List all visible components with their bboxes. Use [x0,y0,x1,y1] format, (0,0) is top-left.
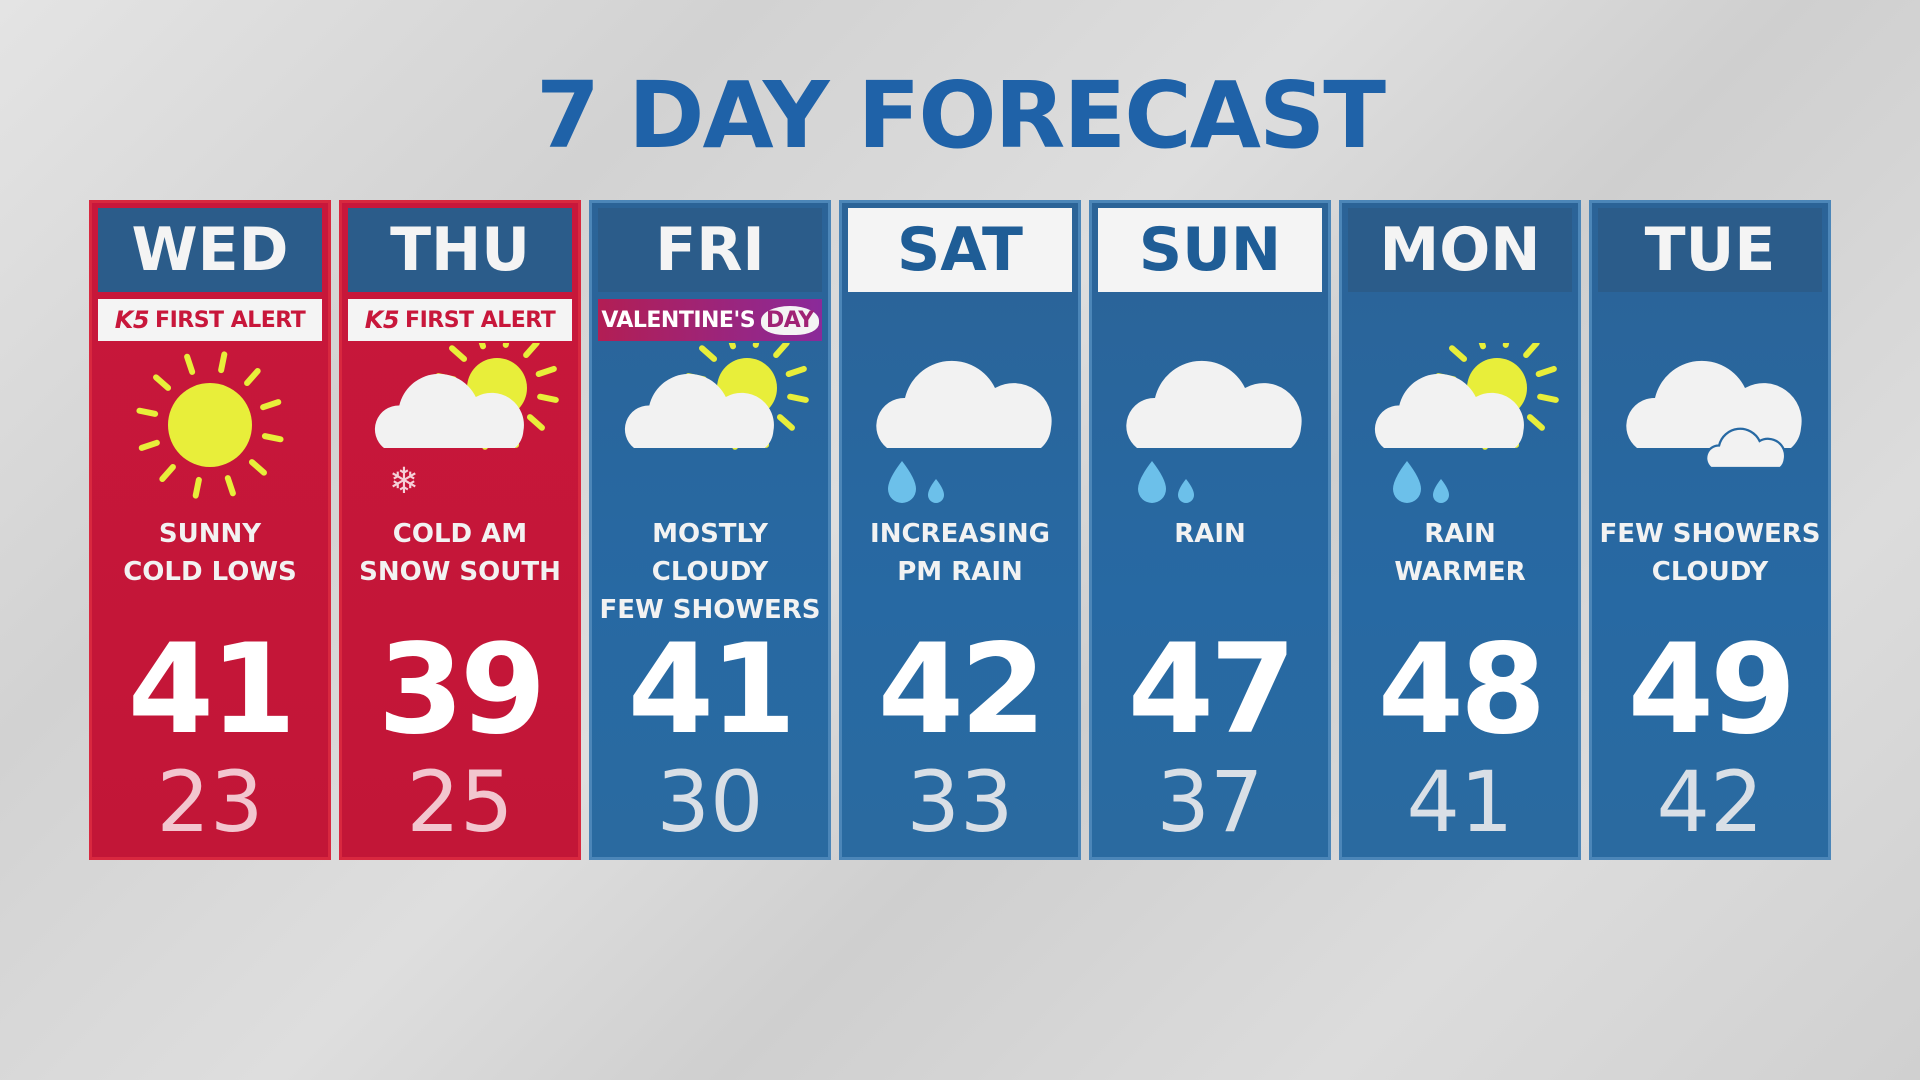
description-line-2: PM RAIN [897,557,1023,587]
cloud-rain-icon [1126,360,1302,503]
day-label: SAT [848,208,1072,292]
day-label: WED [98,208,322,292]
day-label: FRI [598,208,822,292]
first-alert-badge: K5 FIRST ALERT [98,299,322,341]
cloud-rain-icon [876,360,1052,503]
page-title: 7 DAY FORECAST [536,62,1386,169]
high-temp: 49 [1627,618,1797,762]
low-temp: 42 [1656,753,1764,851]
badge-text: FIRST ALERT [405,307,556,333]
k5-logo: K5 [364,306,400,334]
high-temp: 41 [627,618,797,762]
forecast-day-mon: MON RAIN WARMER 48 41 [1339,200,1581,860]
cloudy-icon [1626,360,1802,470]
badge-text: VALENTINE'S [601,307,756,333]
high-temp: 42 [877,618,1047,762]
low-temp: 37 [1156,753,1264,851]
forecast-description: SUNNY COLD LOWS [92,515,328,591]
partly-cloudy-snow-icon: ❄ [374,343,559,502]
forecast-description: MOSTLY CLOUDY FEW SHOWERS [592,515,828,629]
heart-icon: DAY [761,305,819,335]
forecast-description: RAIN WARMER [1342,515,1578,591]
partly-cloudy-icon [624,343,809,450]
day-label: MON [1348,208,1572,292]
low-temp: 41 [1406,753,1514,851]
forecast-description: RAIN [1092,515,1328,553]
badge-text: FIRST ALERT [155,307,306,333]
valentines-day-badge: VALENTINE'S DAY [598,299,822,341]
forecast-day-tue: TUE FEW SHOWERS CLOUDY 49 42 [1589,200,1831,860]
description-line-2: SNOW SOUTH [359,557,561,587]
day-label: TUE [1598,208,1822,292]
partly-cloudy-rain-icon [1374,343,1559,503]
forecast-description: INCREASING PM RAIN [842,515,1078,591]
sun-icon [136,351,284,499]
description-line-1: INCREASING [870,519,1050,549]
description-line-2: COLD LOWS [123,557,297,587]
forecast-description: FEW SHOWERS CLOUDY [1592,515,1828,591]
description-line-1: FEW SHOWERS [1599,519,1821,549]
forecast-day-sat: SAT INCREASING PM RAIN 42 33 [839,200,1081,860]
high-temp: 47 [1127,618,1297,762]
day-label: THU [348,208,572,292]
description-line-1: SUNNY [158,519,262,549]
svg-text:❄: ❄ [389,461,419,502]
description-line-1: MOSTLY CLOUDY [651,519,769,587]
description-line-1: RAIN [1174,519,1246,549]
description-line-1: RAIN [1424,519,1496,549]
description-line-2: WARMER [1394,557,1526,587]
high-temp: 39 [377,618,547,762]
high-temp: 41 [127,618,297,762]
low-temp: 30 [656,753,764,851]
low-temp: 33 [906,753,1014,851]
first-alert-badge: K5 FIRST ALERT [348,299,572,341]
description-line-2: FEW SHOWERS [599,595,821,625]
description-line-1: COLD AM [392,519,528,549]
low-temp: 23 [156,753,264,851]
k5-logo: K5 [114,306,150,334]
forecast-day-fri: FRI VALENTINE'S DAY MOSTLY CLOUDY FEW SHOWE… [589,200,831,860]
forecast-day-wed: WED K5 FIRST ALERT SUNNY COLD LOWS 41 23 [89,200,331,860]
high-temp: 48 [1377,618,1547,762]
day-label: SUN [1098,208,1322,292]
forecast-day-sun: SUN RAIN 47 37 [1089,200,1331,860]
low-temp: 25 [406,753,514,851]
forecast-day-thu: THU K5 FIRST ALERT ❄ COLD AM SNOW SOUTH 39 … [339,200,581,860]
description-line-2: CLOUDY [1651,557,1769,587]
forecast-description: COLD AM SNOW SOUTH [342,515,578,591]
